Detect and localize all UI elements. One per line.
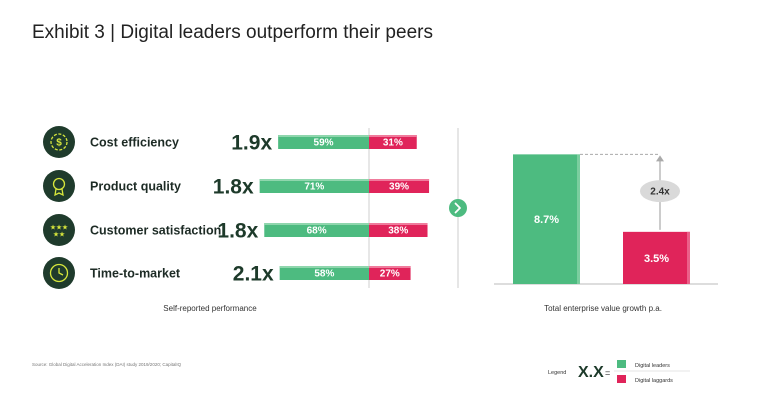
bar-label-leaders: 59% <box>314 138 334 149</box>
multiplier-label: 1.9x <box>231 132 272 155</box>
callout-bubble <box>640 180 680 203</box>
legend-symbol: X.X <box>578 364 604 381</box>
legend-item-laggards: Digital laggards <box>635 378 673 384</box>
svg-text:$: $ <box>56 138 62 149</box>
svg-text:★: ★ <box>50 224 56 232</box>
row-customer-satisfaction: ★ ★ ★★ ★ Customer satisfaction 68% 38%1.8x <box>43 214 428 246</box>
bar-tev-laggards <box>623 231 690 284</box>
bar-label-laggards: 31% <box>383 138 403 149</box>
clock-icon <box>43 257 75 289</box>
bar-leaders-highlight <box>264 223 369 225</box>
row-product-quality: Product quality 71% 39% 1.8x <box>43 170 430 202</box>
bar-leaders-highlight <box>259 179 369 181</box>
callout-label: 2.4x <box>650 187 670 198</box>
bar-laggards-highlight <box>369 223 428 225</box>
legend-equals: = <box>605 368 610 378</box>
bar-laggards <box>369 223 428 237</box>
source-note: Source: Global Digital Acceleration Inde… <box>32 362 182 367</box>
bar-leaders <box>279 266 369 280</box>
svg-text:★: ★ <box>62 224 68 232</box>
stars-icon: ★ ★ ★★ ★ <box>43 214 75 246</box>
bar-edge <box>687 231 690 284</box>
svg-text:★: ★ <box>56 224 62 232</box>
bar-tev-leaders <box>513 154 580 284</box>
svg-text:★: ★ <box>59 231 65 239</box>
bar-leaders <box>278 135 369 149</box>
left-xlabel: Self-reported performance <box>163 304 257 313</box>
bar-label-leaders: 58% <box>314 269 334 280</box>
row-cost-efficiency: $ Cost efficiency 59% 31% 1.9x <box>43 126 417 158</box>
legend-label: Legend <box>548 370 566 376</box>
dollar-gear-icon: $ <box>43 126 75 158</box>
legend-item-leaders: Digital leaders <box>635 363 670 369</box>
right-xlabel: Total enterprise value growth p.a. <box>544 304 662 313</box>
metric-label: Customer satisfaction <box>90 224 221 238</box>
bar-leaders <box>259 179 369 193</box>
award-ribbon-icon <box>43 170 75 202</box>
bar-leaders <box>264 223 369 237</box>
legend: Legend X.X = Digital leaders Digital lag… <box>548 360 690 384</box>
legend-swatch-laggards <box>617 375 626 383</box>
bar-value-label: 3.5% <box>644 253 669 265</box>
callout-arrow-head <box>656 155 664 162</box>
bar-leaders-highlight <box>278 135 369 137</box>
bar-laggards-highlight <box>369 135 417 137</box>
bar-edge <box>577 154 580 284</box>
bar-laggards <box>369 266 411 280</box>
bar-label-laggards: 27% <box>380 269 400 280</box>
bar-laggards <box>369 179 430 193</box>
bar-value-label: 8.7% <box>534 214 559 226</box>
bar-label-laggards: 38% <box>388 226 408 237</box>
row-time-to-market: Time-to-market 58% 27% 2.1x <box>43 257 411 289</box>
chevron-right-icon <box>449 199 467 217</box>
bar-label-leaders: 71% <box>304 182 324 193</box>
bar-label-laggards: 39% <box>389 182 409 193</box>
bar-laggards-highlight <box>369 266 411 268</box>
performance-chart: $ Cost efficiency 59% 31% 1.9x Product qualit… <box>43 126 430 313</box>
multiplier-label: 1.8x <box>217 220 258 243</box>
bar-laggards <box>369 135 417 149</box>
multiplier-label: 2.1x <box>233 263 274 286</box>
page-title: Exhibit 3 | Digital leaders outperform t… <box>32 22 433 43</box>
bar-label-leaders: 68% <box>307 226 327 237</box>
bar-laggards-highlight <box>369 179 430 181</box>
tev-growth-chart: 8.7% 3.5% 2.4x Total enterprise value growt… <box>494 153 718 313</box>
metric-label: Cost efficiency <box>90 136 179 150</box>
bar-leaders-highlight <box>279 266 369 268</box>
metric-label: Product quality <box>90 180 181 194</box>
svg-text:★: ★ <box>53 231 59 239</box>
multiplier-label: 1.8x <box>213 176 254 199</box>
metric-label: Time-to-market <box>90 267 181 281</box>
legend-swatch-leaders <box>617 360 626 368</box>
